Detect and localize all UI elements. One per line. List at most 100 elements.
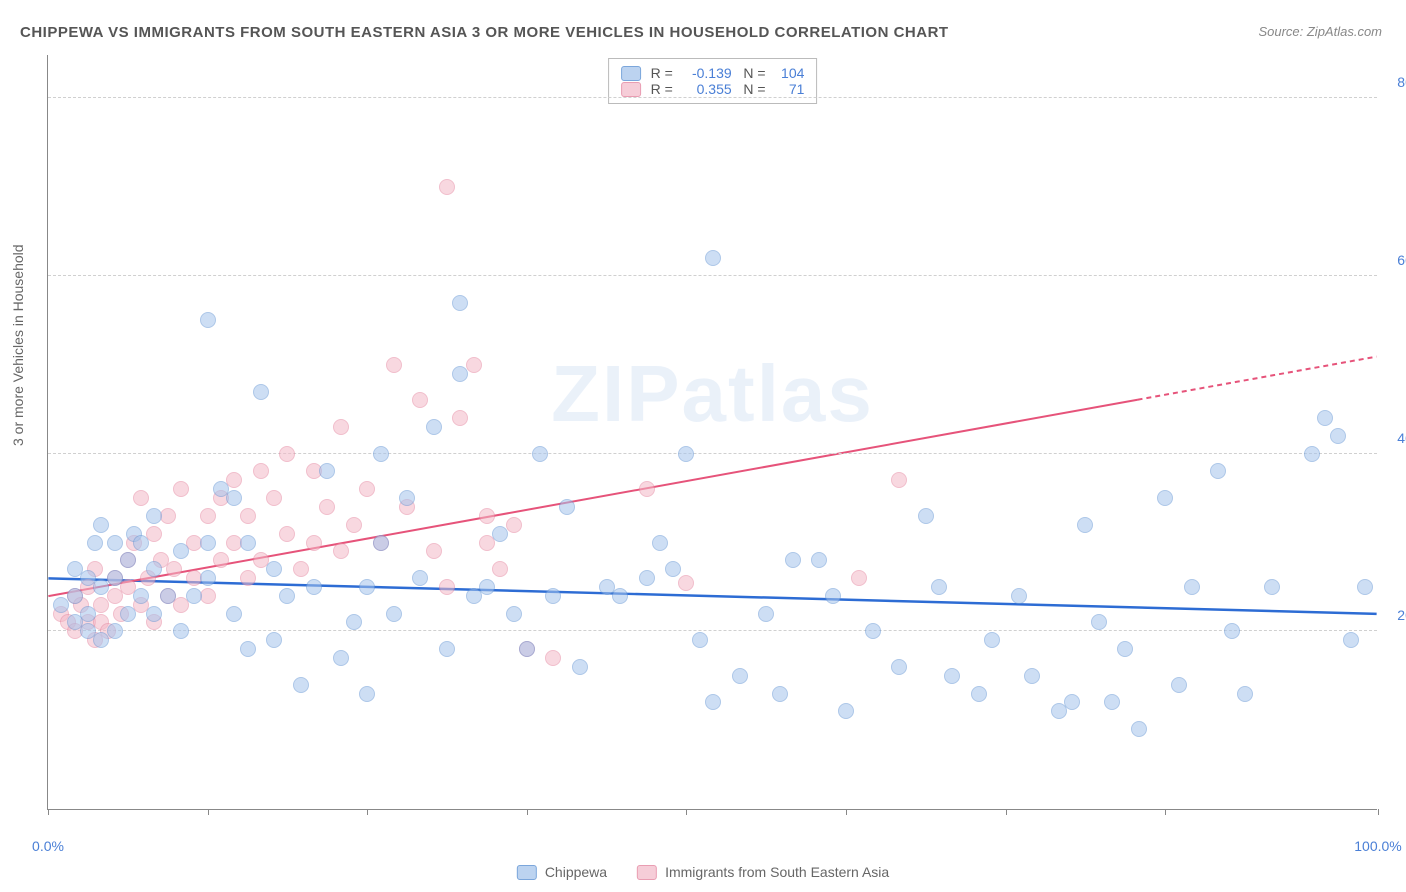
point-chippewa [1357, 579, 1373, 595]
point-chippewa [1024, 668, 1040, 684]
point-chippewa [226, 606, 242, 622]
point-chippewa [1077, 517, 1093, 533]
point-chippewa [639, 570, 655, 586]
y-tick-label: 80.0% [1397, 74, 1406, 90]
point-immigrants [506, 517, 522, 533]
point-chippewa [439, 641, 455, 657]
point-immigrants [492, 561, 508, 577]
point-chippewa [838, 703, 854, 719]
point-immigrants [213, 552, 229, 568]
chart-title: CHIPPEWA VS IMMIGRANTS FROM SOUTH EASTER… [20, 24, 949, 41]
point-chippewa [891, 659, 907, 675]
point-chippewa [1210, 463, 1226, 479]
point-chippewa [306, 579, 322, 595]
point-immigrants [386, 357, 402, 373]
point-chippewa [266, 632, 282, 648]
legend-stats: R = -0.139 N = 104 [651, 65, 805, 81]
point-immigrants [319, 499, 335, 515]
gridline [48, 97, 1377, 98]
legend-row: R = -0.139 N = 104 [621, 65, 805, 81]
point-chippewa [1317, 410, 1333, 426]
point-chippewa [1091, 614, 1107, 630]
point-immigrants [226, 472, 242, 488]
x-tick [846, 809, 847, 815]
point-immigrants [266, 490, 282, 506]
point-chippewa [705, 694, 721, 710]
point-chippewa [1064, 694, 1080, 710]
point-chippewa [492, 526, 508, 542]
watermark: ZIPatlas [551, 348, 874, 440]
x-tick-label: 0.0% [32, 838, 64, 854]
point-chippewa [559, 499, 575, 515]
x-tick [1165, 809, 1166, 815]
point-chippewa [133, 535, 149, 551]
point-immigrants [279, 526, 295, 542]
point-chippewa [87, 535, 103, 551]
point-chippewa [785, 552, 801, 568]
point-immigrants [346, 517, 362, 533]
point-immigrants [359, 481, 375, 497]
point-chippewa [240, 535, 256, 551]
point-chippewa [1104, 694, 1120, 710]
point-immigrants [452, 410, 468, 426]
point-chippewa [399, 490, 415, 506]
point-chippewa [1131, 721, 1147, 737]
point-immigrants [891, 472, 907, 488]
point-chippewa [173, 623, 189, 639]
point-chippewa [173, 543, 189, 559]
point-chippewa [1157, 490, 1173, 506]
point-immigrants [293, 561, 309, 577]
legend-item: Chippewa [517, 864, 607, 880]
point-immigrants [333, 543, 349, 559]
point-chippewa [80, 606, 96, 622]
point-chippewa [811, 552, 827, 568]
point-chippewa [386, 606, 402, 622]
x-tick [208, 809, 209, 815]
point-immigrants [466, 357, 482, 373]
point-chippewa [319, 463, 335, 479]
point-immigrants [166, 561, 182, 577]
point-chippewa [373, 446, 389, 462]
point-chippewa [678, 446, 694, 462]
point-chippewa [918, 508, 934, 524]
point-chippewa [1011, 588, 1027, 604]
point-immigrants [412, 392, 428, 408]
x-tick-label: 100.0% [1354, 838, 1401, 854]
point-chippewa [373, 535, 389, 551]
point-chippewa [359, 686, 375, 702]
y-axis-label: 3 or more Vehicles in Household [10, 244, 26, 446]
y-tick-label: 20.0% [1397, 607, 1406, 623]
point-immigrants [240, 508, 256, 524]
point-chippewa [200, 535, 216, 551]
legend-stats: R = 0.355 N = 71 [651, 81, 805, 97]
source-attribution: Source: ZipAtlas.com [1258, 24, 1382, 39]
point-immigrants [133, 490, 149, 506]
point-chippewa [133, 588, 149, 604]
point-chippewa [160, 588, 176, 604]
x-tick [1006, 809, 1007, 815]
point-immigrants [200, 508, 216, 524]
point-chippewa [479, 579, 495, 595]
point-chippewa [1224, 623, 1240, 639]
point-chippewa [532, 446, 548, 462]
point-chippewa [359, 579, 375, 595]
point-immigrants [545, 650, 561, 666]
legend-item: Immigrants from South Eastern Asia [637, 864, 889, 880]
x-tick [367, 809, 368, 815]
point-immigrants [851, 570, 867, 586]
point-chippewa [107, 623, 123, 639]
point-immigrants [333, 419, 349, 435]
point-chippewa [1117, 641, 1133, 657]
point-chippewa [146, 561, 162, 577]
point-chippewa [226, 490, 242, 506]
point-chippewa [346, 614, 362, 630]
point-immigrants [439, 579, 455, 595]
point-chippewa [93, 517, 109, 533]
point-chippewa [519, 641, 535, 657]
point-chippewa [240, 641, 256, 657]
x-tick [686, 809, 687, 815]
point-chippewa [107, 570, 123, 586]
point-immigrants [253, 463, 269, 479]
point-chippewa [1171, 677, 1187, 693]
legend-swatch [621, 66, 641, 81]
